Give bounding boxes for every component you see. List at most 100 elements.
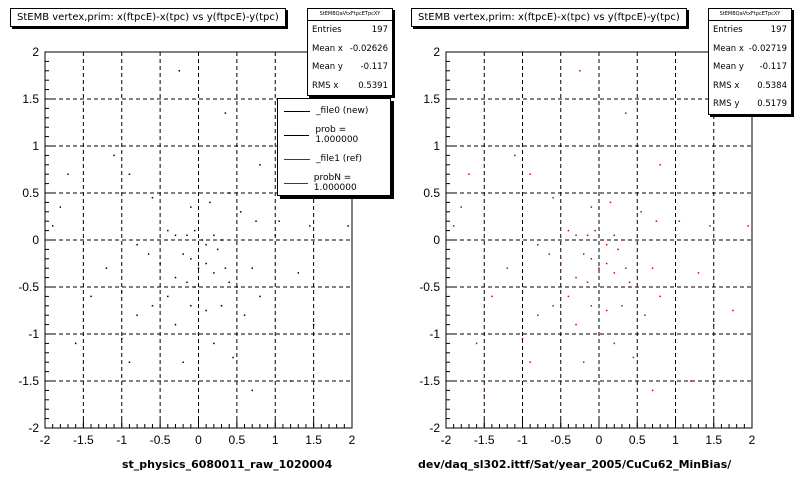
x-tick-label: 1 — [672, 433, 679, 447]
x-tick-label: 1.5 — [305, 433, 322, 447]
legend-item: _file0 (new) — [278, 99, 390, 123]
legend-item: probN = 1.000000 — [278, 171, 390, 195]
y-tick-label: -1 — [28, 327, 39, 341]
y-tick-label: 2 — [433, 45, 440, 59]
data-point — [190, 305, 192, 307]
data-point — [251, 267, 253, 269]
data-point — [468, 173, 470, 175]
x-tick-label: 1 — [272, 433, 279, 447]
stats-box-right: StEMBQaVtxFtpcETpcXY Entries 197 Mean x -0… — [708, 8, 792, 115]
x-tick-label: -1.5 — [474, 433, 495, 447]
data-point — [193, 286, 196, 288]
data-point — [628, 281, 631, 284]
data-point — [174, 276, 177, 279]
stats-label: RMS x — [312, 80, 339, 91]
data-point — [651, 267, 654, 269]
data-point — [147, 253, 150, 255]
data-point — [167, 295, 169, 298]
data-point — [128, 361, 131, 363]
data-point — [51, 225, 54, 227]
data-point — [575, 323, 577, 326]
data-point — [537, 243, 539, 246]
x-axis-label-left: st_physics_6080011_raw_1020004 — [122, 458, 333, 471]
y-tick-label: -1.5 — [419, 374, 440, 388]
data-point — [621, 305, 623, 307]
x-tick-label: -1 — [116, 433, 127, 447]
data-point — [678, 220, 681, 222]
y-tick-label: 2 — [32, 45, 39, 59]
data-point — [209, 201, 211, 204]
data-point — [236, 286, 238, 288]
data-point — [521, 290, 524, 293]
data-point — [309, 225, 311, 227]
data-point — [594, 229, 596, 232]
x-tick-label: -1 — [517, 433, 528, 447]
data-point — [259, 295, 261, 298]
stats-value: -0.02719 — [748, 43, 787, 54]
data-point — [491, 295, 493, 298]
data-point — [659, 164, 661, 166]
data-point — [121, 337, 123, 340]
plot-title-left: StEMB vertex,prim: x(ftpcE)-x(tpc) vs y(… — [10, 8, 286, 27]
data-point — [560, 262, 562, 265]
x-tick-label: -0.5 — [550, 433, 571, 447]
x-tick-label: 2 — [749, 433, 756, 447]
y-tick-label: -2 — [429, 421, 440, 435]
legend: _file0 (new) prob = 1.000000 _file1 (ref… — [277, 98, 391, 196]
data-point — [609, 201, 612, 204]
data-point — [251, 389, 253, 392]
data-point — [605, 262, 608, 265]
data-point — [617, 248, 619, 251]
data-point — [113, 154, 115, 157]
stats-box-left: StEMBQaVtxFtpcETpcXY Entries 197 Mean x -0… — [307, 8, 393, 96]
data-point — [239, 211, 242, 213]
legend-item: _file1 (ref) — [278, 147, 390, 171]
data-point — [579, 70, 581, 72]
x-tick-label: 0 — [596, 433, 603, 447]
data-point — [278, 220, 280, 222]
data-point — [713, 323, 715, 326]
data-point — [567, 295, 570, 298]
data-point — [575, 234, 577, 237]
data-point — [201, 239, 204, 241]
data-point — [537, 314, 539, 316]
data-point — [747, 225, 749, 227]
stats-value: -0.02626 — [349, 43, 388, 54]
data-point — [205, 243, 207, 246]
data-point — [274, 234, 276, 237]
y-tick-label: 0.5 — [423, 186, 440, 200]
stats-label: Mean x — [713, 43, 744, 54]
data-point — [598, 267, 600, 269]
stats-label: RMS y — [713, 99, 740, 110]
x-tick-label: -0.5 — [150, 433, 171, 447]
data-point — [506, 267, 508, 269]
y-tick-label: 1.5 — [423, 92, 440, 106]
data-point — [59, 206, 62, 208]
data-point — [224, 112, 227, 114]
data-point — [205, 309, 207, 312]
data-point — [605, 243, 608, 246]
stats-value: -0.117 — [759, 62, 787, 73]
x-tick-label: -2 — [441, 433, 452, 447]
data-point — [625, 112, 627, 114]
data-point — [529, 361, 531, 363]
y-tick-label: -0.5 — [18, 280, 39, 294]
data-point — [74, 342, 77, 345]
data-point — [159, 262, 161, 265]
data-point — [151, 196, 154, 199]
data-point — [552, 196, 554, 199]
data-point — [167, 229, 169, 232]
x-tick-label: 1.5 — [705, 433, 722, 447]
stats-value: 197 — [371, 25, 388, 36]
data-point — [605, 309, 608, 312]
stats-value: 0.5384 — [757, 80, 787, 91]
data-point — [228, 192, 230, 194]
data-point — [709, 225, 711, 227]
data-point — [190, 206, 192, 208]
data-point — [475, 342, 478, 345]
data-point — [690, 380, 692, 382]
data-point — [136, 243, 138, 246]
data-point — [220, 239, 223, 241]
data-point — [190, 258, 192, 260]
